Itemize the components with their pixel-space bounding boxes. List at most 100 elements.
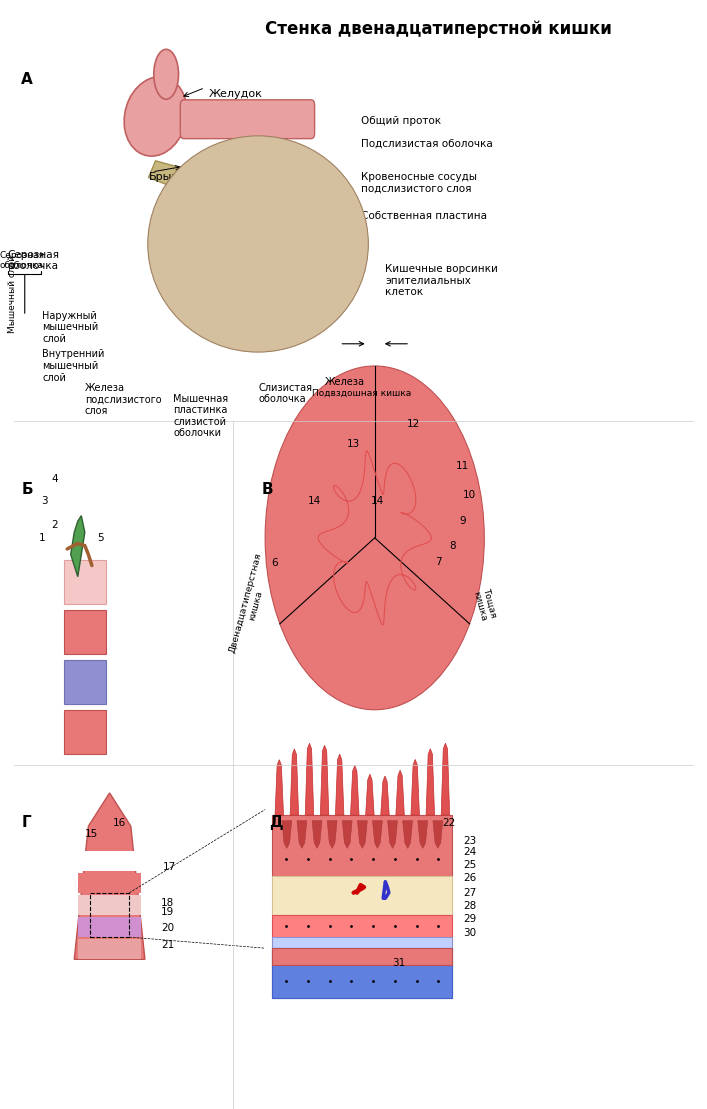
Text: Наружный
мышечный
слой: Наружный мышечный слой [42, 311, 99, 344]
Text: 14: 14 [308, 496, 321, 507]
Text: 15: 15 [85, 828, 98, 840]
Text: 12: 12 [407, 418, 420, 429]
Text: Желудок: Желудок [209, 89, 262, 99]
Circle shape [308, 433, 442, 643]
Circle shape [350, 499, 399, 577]
Text: 2: 2 [52, 519, 58, 530]
Circle shape [322, 455, 428, 621]
Text: 19: 19 [161, 906, 175, 917]
Text: 18: 18 [161, 897, 175, 908]
Text: Подвздошная кишка: Подвздошная кишка [312, 389, 411, 398]
Text: Слизистая
оболочка: Слизистая оболочка [258, 383, 312, 404]
Ellipse shape [153, 49, 178, 99]
FancyBboxPatch shape [64, 660, 106, 704]
Text: 9: 9 [460, 516, 466, 527]
Text: 29: 29 [463, 914, 477, 925]
Text: 31: 31 [392, 957, 406, 968]
Text: Двенадцатиперстная
кишка: Двенадцатиперстная кишка [228, 552, 274, 657]
FancyBboxPatch shape [78, 917, 141, 937]
Text: 20: 20 [161, 923, 175, 934]
Polygon shape [381, 776, 390, 815]
Polygon shape [305, 743, 314, 815]
Text: 22: 22 [442, 817, 455, 828]
Text: Кишечные ворсинки
эпителиальных
клеток: Кишечные ворсинки эпителиальных клеток [385, 264, 498, 297]
Text: Серозная
оболочка: Серозная оболочка [7, 250, 59, 271]
FancyBboxPatch shape [272, 948, 452, 998]
Text: 14: 14 [370, 496, 384, 507]
Polygon shape [290, 749, 298, 815]
Polygon shape [148, 161, 226, 222]
Polygon shape [275, 760, 284, 815]
FancyBboxPatch shape [272, 915, 452, 937]
FancyBboxPatch shape [64, 560, 106, 604]
Polygon shape [351, 765, 359, 815]
Text: Кровеносные сосуды
подслизистого слоя: Кровеносные сосуды подслизистого слоя [361, 172, 477, 193]
Text: 30: 30 [463, 927, 477, 938]
Text: Железа
подслизистого
слоя: Железа подслизистого слоя [85, 383, 161, 416]
Ellipse shape [185, 172, 332, 316]
Text: 13: 13 [346, 438, 360, 449]
Text: 1: 1 [39, 532, 45, 543]
Text: Брыжейка: Брыжейка [148, 172, 210, 182]
Text: 25: 25 [463, 859, 477, 871]
Ellipse shape [199, 186, 317, 303]
Polygon shape [366, 774, 374, 815]
Text: 21: 21 [161, 939, 175, 950]
Polygon shape [320, 745, 329, 815]
Polygon shape [71, 516, 85, 577]
FancyBboxPatch shape [272, 965, 452, 998]
Text: 27: 27 [463, 887, 477, 898]
Polygon shape [441, 743, 450, 815]
Circle shape [265, 366, 484, 710]
Text: 26: 26 [463, 873, 477, 884]
FancyBboxPatch shape [272, 815, 452, 876]
Polygon shape [387, 821, 397, 848]
Text: Стенка двенадцатиперстной кишки: Стенка двенадцатиперстной кишки [265, 20, 612, 38]
Text: 4: 4 [52, 474, 58, 485]
FancyBboxPatch shape [78, 895, 141, 915]
FancyBboxPatch shape [78, 939, 141, 959]
Ellipse shape [213, 200, 303, 288]
Ellipse shape [170, 159, 346, 330]
Text: Подслизистая оболочка: Подслизистая оболочка [361, 139, 492, 149]
Circle shape [336, 477, 414, 599]
Polygon shape [403, 821, 413, 848]
Text: Г: Г [21, 815, 31, 831]
Circle shape [293, 410, 456, 665]
Text: Мышечная
пластинка
слизистой
оболочки: Мышечная пластинка слизистой оболочки [173, 394, 228, 438]
Text: 6: 6 [271, 558, 277, 569]
Text: 28: 28 [463, 901, 477, 912]
Text: А: А [21, 72, 33, 88]
Text: Д: Д [269, 815, 282, 831]
Text: 17: 17 [163, 862, 176, 873]
Text: 10: 10 [463, 489, 477, 500]
Ellipse shape [224, 211, 292, 277]
Text: Собственная пластина: Собственная пластина [361, 211, 486, 221]
FancyBboxPatch shape [78, 873, 141, 893]
Polygon shape [282, 821, 292, 848]
Text: 7: 7 [435, 557, 441, 568]
Text: Внутренний
мышечный
слой: Внутренний мышечный слой [42, 349, 105, 383]
FancyBboxPatch shape [64, 710, 106, 754]
Polygon shape [342, 821, 352, 848]
Polygon shape [327, 821, 337, 848]
FancyBboxPatch shape [78, 851, 141, 871]
Text: Б: Б [21, 482, 33, 498]
Text: 5: 5 [98, 532, 104, 543]
Polygon shape [312, 821, 322, 848]
Text: Железа: Железа [325, 377, 366, 387]
Polygon shape [411, 760, 419, 815]
Polygon shape [257, 207, 337, 292]
Text: 23: 23 [463, 835, 477, 846]
Polygon shape [297, 821, 307, 848]
Ellipse shape [148, 136, 368, 353]
Polygon shape [373, 821, 382, 848]
FancyBboxPatch shape [272, 937, 452, 965]
Text: Мышечный слой: Мышечный слой [8, 255, 17, 333]
FancyBboxPatch shape [272, 876, 452, 915]
Polygon shape [426, 749, 435, 815]
Text: 11: 11 [456, 460, 469, 471]
Circle shape [279, 388, 470, 688]
Polygon shape [74, 793, 145, 959]
FancyBboxPatch shape [272, 948, 452, 965]
